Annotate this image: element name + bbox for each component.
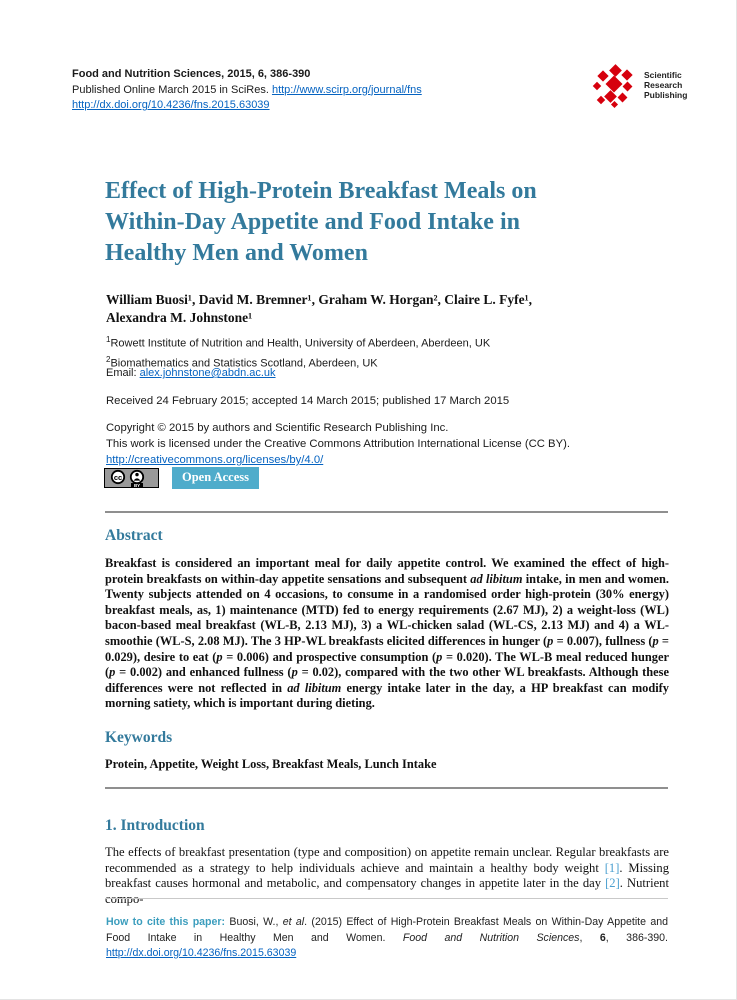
- logo-line-2: Research: [644, 80, 683, 90]
- introduction-paragraph: The effects of breakfast presentation (t…: [105, 845, 669, 906]
- license-link[interactable]: http://creativecommons.org/licenses/by/4…: [106, 454, 324, 466]
- license-line: http://creativecommons.org/licenses/by/4…: [106, 452, 666, 468]
- divider-top: [105, 511, 668, 513]
- inline-link[interactable]: http://dx.doi.org/10.4236/fns.2015.63039: [106, 947, 297, 959]
- author-list: William Buosi¹, David M. Bremner¹, Graha…: [106, 291, 671, 327]
- scirp-diamonds-icon: [592, 64, 638, 110]
- doi-line: http://dx.doi.org/10.4236/fns.2015.63039: [72, 98, 502, 114]
- doi-link[interactable]: http://dx.doi.org/10.4236/fns.2015.63039: [72, 99, 270, 111]
- logo-line-1: Scientific: [644, 70, 682, 80]
- email-line: Email: alex.johnstone@abdn.ac.uk: [106, 367, 276, 379]
- cc-glyph: cc: [114, 473, 122, 482]
- affiliation-1-text: Rowett Institute of Nutrition and Health…: [110, 337, 491, 350]
- dates-line: Received 24 February 2015; accepted 14 M…: [106, 395, 510, 407]
- how-to-cite-footer: How to cite this paper: Buosi, W., et al…: [106, 916, 669, 959]
- paper-title: Effect of High-Protein Breakfast Meals o…: [105, 176, 680, 269]
- logo-line-3: Publishing: [644, 90, 688, 100]
- email-label: Email:: [106, 367, 140, 379]
- keywords-heading: Keywords: [105, 729, 173, 746]
- copyright-line-1: Copyright © 2015 by authors and Scientif…: [106, 422, 449, 434]
- cc-by-label: BY: [134, 483, 140, 488]
- abstract-heading: Abstract: [105, 527, 163, 544]
- journal-header: Food and Nutrition Sciences, 2015, 6, 38…: [72, 67, 502, 114]
- divider-footer: [105, 898, 668, 899]
- scirp-logo-text: Scientific Research Publishing: [644, 70, 687, 100]
- cc-by-badge-icon: cc BY: [104, 468, 159, 488]
- affiliations: 1Rowett Institute of Nutrition and Healt…: [106, 332, 666, 372]
- author-line-2: Alexandra M. Johnstone¹: [106, 310, 253, 325]
- introduction-heading: 1. Introduction: [105, 817, 205, 834]
- open-access-badge: Open Access: [172, 467, 260, 489]
- copyright-line-2: This work is licensed under the Creative…: [106, 438, 571, 450]
- affiliation-2: 2Biomathematics and Statistics Scotland,…: [106, 352, 666, 372]
- affiliation-1: 1Rowett Institute of Nutrition and Healt…: [106, 332, 666, 352]
- author-line-1: William Buosi¹, David M. Bremner¹, Graha…: [106, 292, 533, 307]
- keywords-text: Protein, Appetite, Weight Loss, Breakfas…: [105, 757, 437, 771]
- title-line-3: Healthy Men and Women: [105, 240, 368, 266]
- divider-keywords: [105, 787, 668, 789]
- published-online-line: Published Online March 2015 in SciRes. h…: [72, 83, 502, 99]
- affiliation-1-sup: 1: [106, 335, 111, 344]
- journal-citation-line: Food and Nutrition Sciences, 2015, 6, 38…: [72, 68, 311, 80]
- license-badges: cc BY Open Access: [104, 467, 260, 489]
- copyright-block: Copyright © 2015 by authors and Scientif…: [106, 420, 666, 468]
- email-link[interactable]: alex.johnstone@abdn.ac.uk: [139, 367, 276, 379]
- affiliation-2-sup: 2: [106, 355, 111, 365]
- scirp-logo: Scientific Research Publishing: [592, 64, 722, 112]
- title-line-1: Effect of High-Protein Breakfast Meals o…: [105, 178, 537, 204]
- title-line-2: Within-Day Appetite and Food Intake in: [105, 209, 520, 235]
- journal-url-link[interactable]: http://www.scirp.org/journal/fns: [271, 83, 422, 96]
- abstract-paragraph: Breakfast is considered an important mea…: [105, 556, 670, 711]
- affiliation-2-text: Biomathematics and Statistics Scotland, …: [110, 357, 378, 370]
- published-online-text: Published Online March 2015 in SciRes.: [72, 83, 272, 96]
